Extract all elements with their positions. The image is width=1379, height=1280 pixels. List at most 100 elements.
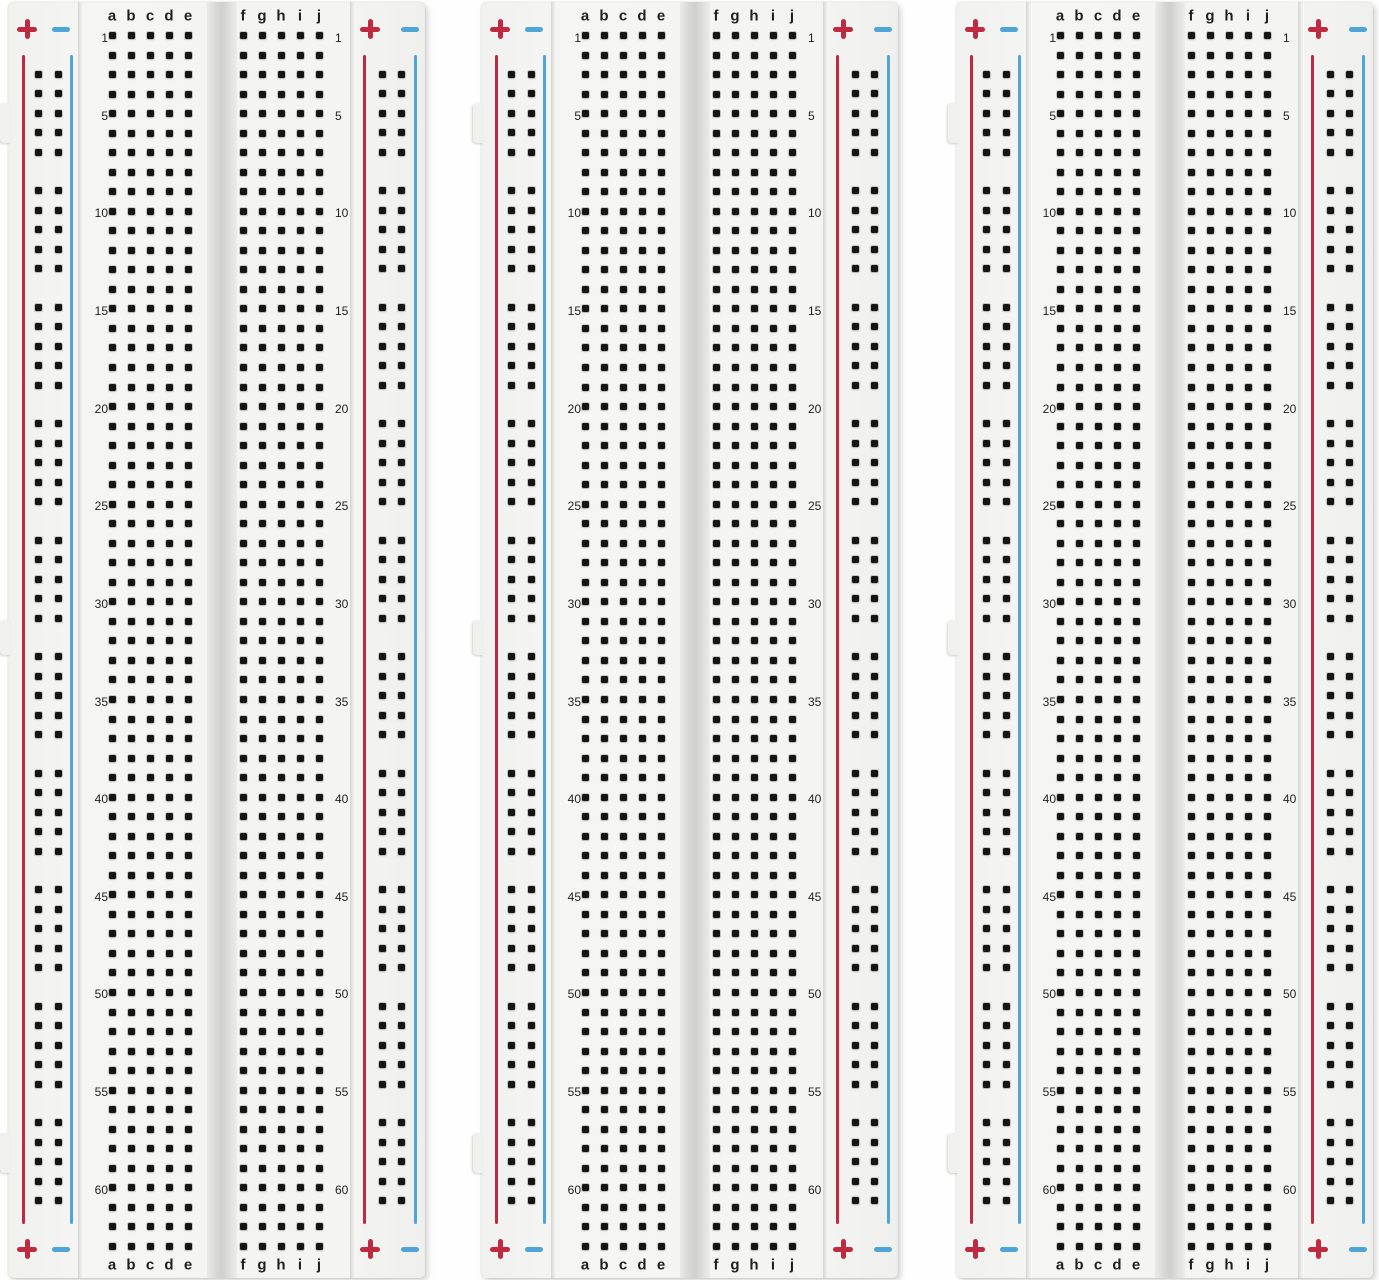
row-number-30: 30 xyxy=(94,596,108,611)
terminal-hole xyxy=(619,207,627,215)
terminal-hole xyxy=(184,71,192,79)
terminal-hole xyxy=(184,871,192,879)
terminal-hole xyxy=(1206,1203,1214,1211)
terminal-hole xyxy=(731,71,739,79)
terminal-hole xyxy=(712,793,720,801)
terminal-hole xyxy=(750,51,758,59)
power-rail-hole xyxy=(507,381,515,389)
power-rail-hole xyxy=(982,556,990,564)
terminal-hole xyxy=(1187,832,1195,840)
terminal-hole xyxy=(1113,442,1121,450)
power-rail-hole xyxy=(378,575,386,583)
power-rail-hole xyxy=(1002,614,1010,622)
row-number-5: 5 xyxy=(101,108,108,123)
power-rail-hole xyxy=(507,925,515,933)
terminal-hole xyxy=(239,656,247,664)
power-rail-hole xyxy=(507,1041,515,1049)
power-rail-hole xyxy=(1002,478,1010,486)
terminal-hole xyxy=(1132,1145,1140,1153)
terminal-hole xyxy=(127,1067,135,1075)
power-rail-hole xyxy=(982,828,990,836)
terminal-hole xyxy=(600,1086,608,1094)
terminal-hole xyxy=(600,442,608,450)
power-rail-hole xyxy=(1326,245,1334,253)
terminal-hole xyxy=(581,110,589,118)
terminal-hole xyxy=(1225,51,1233,59)
terminal-hole xyxy=(184,969,192,977)
terminal-hole xyxy=(315,520,323,528)
terminal-hole xyxy=(712,1067,720,1075)
power-rail-hole xyxy=(851,556,859,564)
terminal-hole xyxy=(1225,1203,1233,1211)
terminal-hole xyxy=(296,735,304,743)
power-rail-hole xyxy=(54,439,62,447)
terminal-hole xyxy=(581,32,589,39)
terminal-hole xyxy=(638,51,646,59)
terminal-hole xyxy=(1225,988,1233,996)
terminal-hole xyxy=(184,32,192,39)
terminal-hole xyxy=(638,910,646,918)
side-tab xyxy=(948,1133,958,1173)
power-rail-hole xyxy=(982,148,990,156)
terminal-hole xyxy=(750,1028,758,1036)
terminal-hole xyxy=(731,129,739,137)
terminal-hole xyxy=(1206,383,1214,391)
terminal-hole xyxy=(1075,324,1083,332)
terminal-hole xyxy=(1263,207,1271,215)
terminal-hole xyxy=(1075,403,1083,411)
terminal-hole xyxy=(619,1125,627,1133)
terminal-hole xyxy=(1132,344,1140,352)
terminal-hole xyxy=(258,559,266,567)
terminal-hole xyxy=(127,129,135,137)
power-rail-hole xyxy=(507,303,515,311)
terminal-hole xyxy=(258,891,266,899)
power-rail-hole xyxy=(397,109,405,117)
power-rail-hole xyxy=(507,614,515,622)
power-rail-hole xyxy=(1345,1138,1353,1146)
terminal-hole xyxy=(619,1086,627,1094)
terminal-hole xyxy=(239,1203,247,1211)
column-letter-j: j xyxy=(1264,7,1270,25)
power-rail-hole xyxy=(982,847,990,855)
terminal-hole xyxy=(127,988,135,996)
column-letter-g: g xyxy=(257,7,267,25)
terminal-hole xyxy=(1206,51,1214,59)
side-tab xyxy=(473,103,483,143)
terminal-hole xyxy=(712,754,720,762)
terminal-hole xyxy=(619,949,627,957)
terminal-hole xyxy=(277,1184,285,1192)
terminal-hole xyxy=(1113,774,1121,782)
terminal-hole xyxy=(750,637,758,645)
terminal-hole xyxy=(581,129,589,137)
terminal-hole xyxy=(1132,559,1140,567)
power-rail-hole xyxy=(507,70,515,78)
terminal-hole xyxy=(638,578,646,586)
terminal-hole xyxy=(657,656,665,664)
power-rail-hole xyxy=(54,828,62,836)
terminal-hole xyxy=(1132,383,1140,391)
terminal-hole xyxy=(581,637,589,645)
terminal-hole xyxy=(184,559,192,567)
terminal-hole xyxy=(1094,1164,1102,1172)
terminal-hole xyxy=(788,305,796,313)
terminal-hole xyxy=(277,71,285,79)
terminal-hole xyxy=(769,71,777,79)
terminal-hole xyxy=(731,520,739,528)
terminal-hole xyxy=(1206,422,1214,430)
terminal-hole xyxy=(296,578,304,586)
terminal-hole xyxy=(296,149,304,157)
terminal-hole xyxy=(1206,403,1214,411)
terminal-hole xyxy=(1113,1086,1121,1094)
terminal-hole xyxy=(1244,1184,1252,1192)
terminal-hole xyxy=(657,676,665,684)
power-rail-hole xyxy=(1326,731,1334,739)
power-rail-hole xyxy=(378,1022,386,1030)
terminal-hole xyxy=(600,949,608,957)
terminal-hole xyxy=(1225,832,1233,840)
terminal-hole xyxy=(750,539,758,547)
terminal-hole xyxy=(146,1125,154,1133)
terminal-hole xyxy=(165,481,173,489)
row-number-50: 50 xyxy=(94,987,108,1002)
terminal-hole xyxy=(296,32,304,39)
power-rail-hole xyxy=(378,459,386,467)
